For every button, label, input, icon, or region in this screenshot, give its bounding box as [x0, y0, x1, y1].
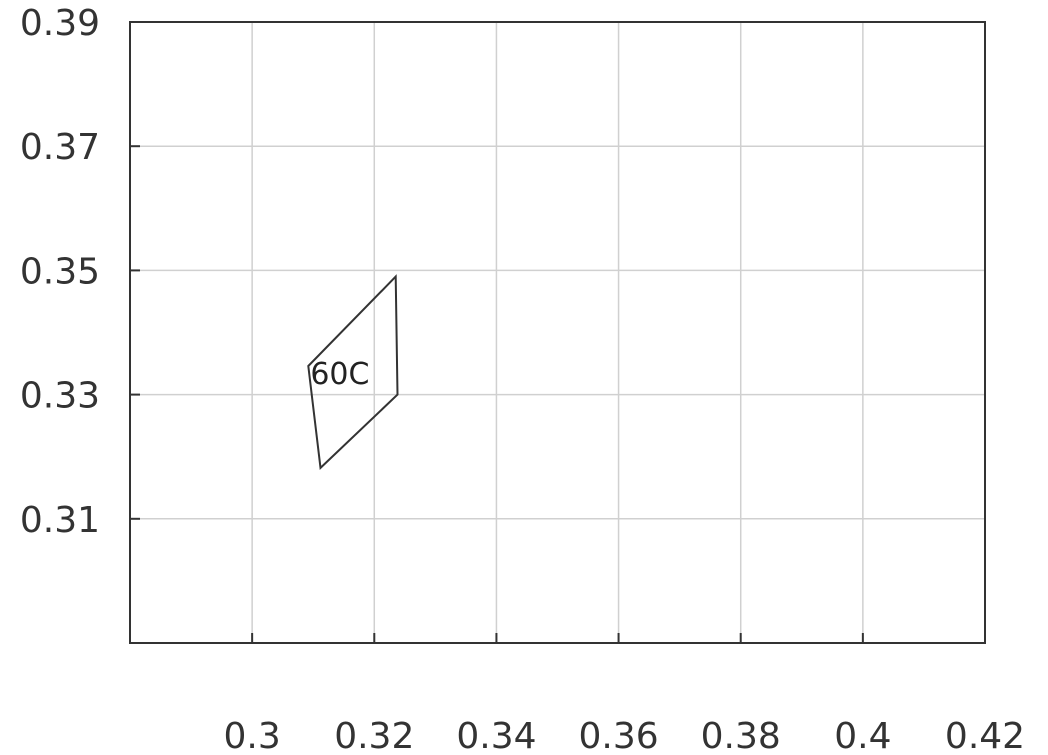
x-tick-label: 0.38	[701, 716, 781, 755]
axes-layer	[129, 21, 986, 644]
series-layer	[307, 274, 399, 471]
y-tick-label: 0.35	[20, 251, 100, 292]
x-tick-label: 0.4	[834, 716, 891, 755]
grid-layer	[130, 22, 985, 643]
region-label: 60C	[310, 357, 369, 392]
x-tick-label: 0.36	[578, 716, 658, 755]
x-tick-label: 0.32	[334, 716, 414, 755]
y-tick-label: 0.33	[20, 376, 100, 417]
y-tick-label: 0.31	[20, 500, 100, 541]
x-tick-label: 0.3	[224, 716, 281, 755]
y-tick-label: 0.37	[20, 127, 100, 168]
x-tick-label: 0.34	[456, 716, 536, 755]
plot-frame	[129, 21, 986, 644]
y-tick-label: 0.39	[20, 3, 100, 44]
labels-layer: 0.3 0.32 0.34 0.36 0.38 0.4 0.42 0.31 0.33 0.35 0.…	[20, 3, 1025, 755]
region-polygon	[307, 274, 399, 471]
x-tick-label: 0.42	[945, 716, 1025, 755]
